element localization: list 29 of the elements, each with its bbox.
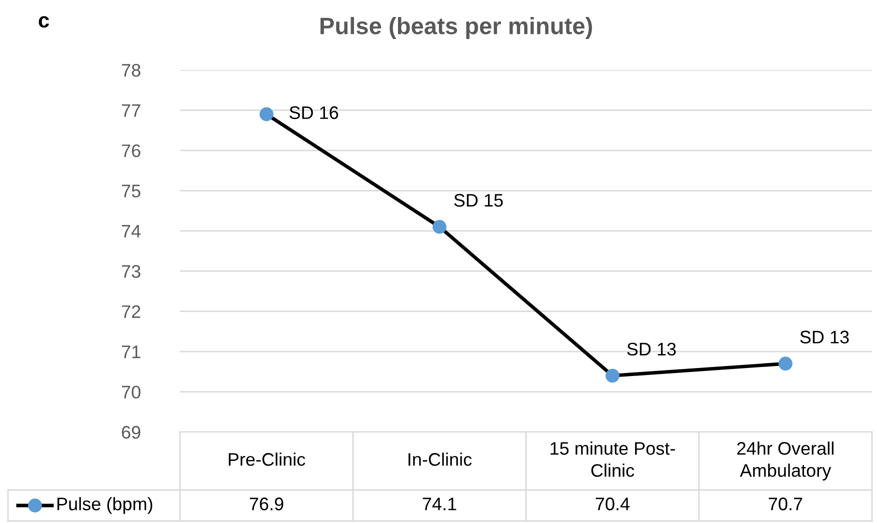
y-tick-label: 78 xyxy=(122,64,140,77)
annotation: SD 15 xyxy=(454,194,503,207)
point xyxy=(260,107,274,122)
x-tick-label: 15 minute Post-Clinic xyxy=(550,442,675,477)
y-tick-label: 76 xyxy=(122,144,140,158)
annotation: SD 13 xyxy=(627,342,676,356)
data-label: 70.4 xyxy=(596,498,630,510)
y-tick-label: 73 xyxy=(122,265,140,278)
text: c xyxy=(38,16,49,28)
data-label: 70.7 xyxy=(768,498,802,510)
x-tick-label: In-Clinic xyxy=(408,452,472,466)
point xyxy=(432,220,446,234)
y-tick-label: 74 xyxy=(122,225,141,238)
y-tick-label: 72 xyxy=(122,305,140,318)
y-tick-label: 69 xyxy=(122,426,140,439)
y-tick-label: 75 xyxy=(122,184,140,198)
x-tick-label: 24hr Overall Ambulatory xyxy=(737,442,834,480)
y-tick-label: 71 xyxy=(122,346,140,358)
y-tick-label: 70 xyxy=(122,386,140,398)
chart-title: Pulse (beats per minute) xyxy=(320,16,592,40)
annotation: SD 16 xyxy=(290,106,338,120)
legend-label: Pulse (bpm) xyxy=(57,497,152,514)
point xyxy=(606,368,620,383)
x-tick-label: Pre-Clinic xyxy=(228,452,306,466)
y-tick-label: 77 xyxy=(122,104,140,117)
point xyxy=(778,356,792,371)
data-label: 74.1 xyxy=(422,498,456,510)
data-label: 76.9 xyxy=(250,498,284,510)
annotation: SD 13 xyxy=(800,330,849,344)
